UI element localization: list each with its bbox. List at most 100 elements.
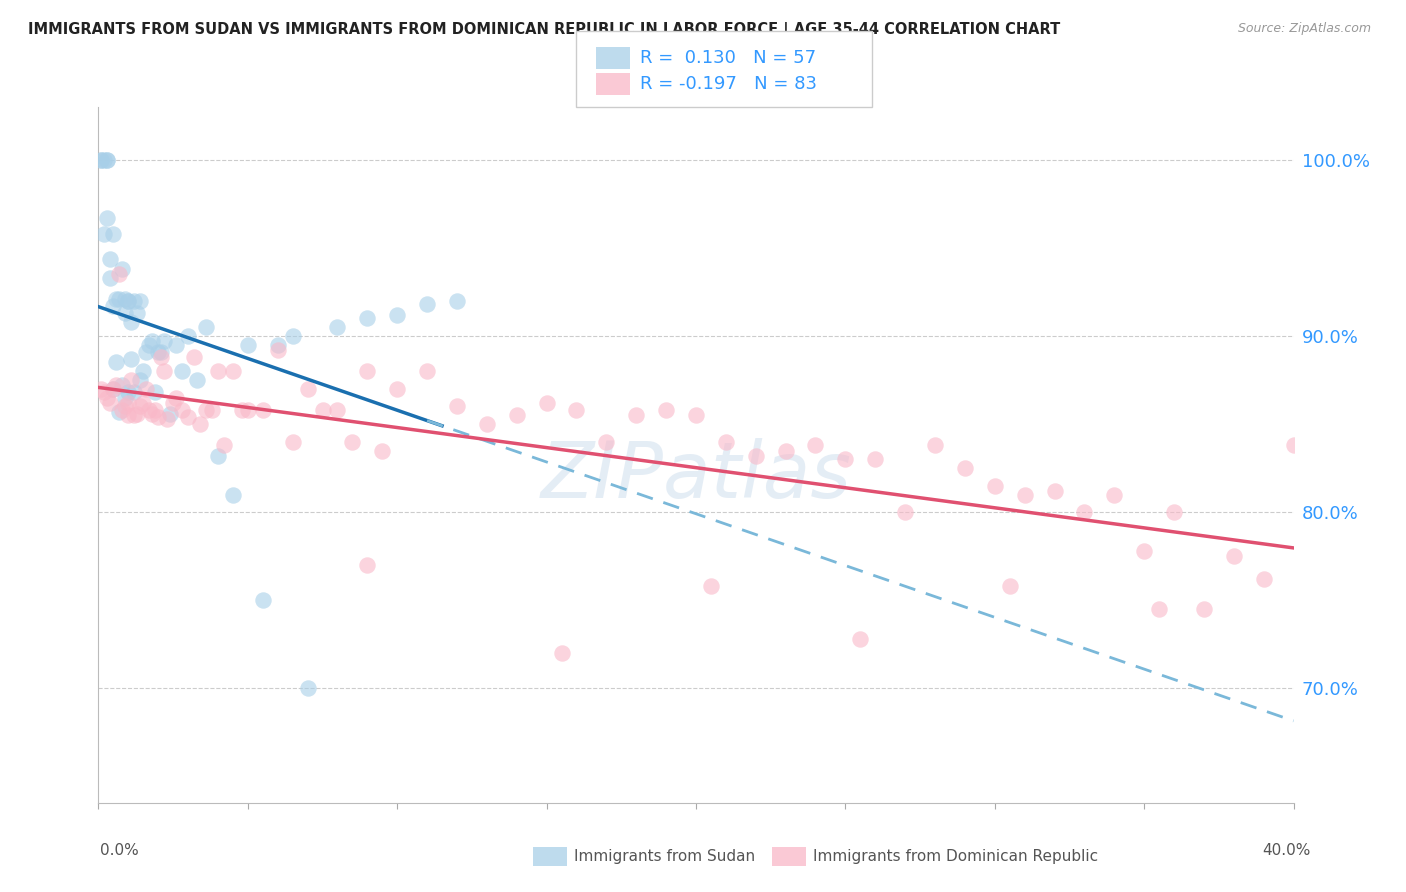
- Point: [1282, 438, 1305, 452]
- Point: [1147, 602, 1170, 616]
- Point: [120, 373, 142, 387]
- Point: [172, 364, 194, 378]
- Point: [117, 409, 139, 423]
- Point: [1014, 487, 1036, 501]
- Point: [186, 373, 208, 387]
- Point: [90, 153, 112, 167]
- Text: Source: ZipAtlas.com: Source: ZipAtlas.com: [1237, 22, 1371, 36]
- Point: [111, 262, 134, 277]
- Point: [96, 153, 118, 167]
- Point: [129, 373, 152, 387]
- Point: [148, 410, 170, 425]
- Point: [188, 417, 211, 431]
- Point: [117, 385, 139, 400]
- Point: [326, 320, 349, 334]
- Point: [165, 391, 187, 405]
- Point: [506, 409, 529, 423]
- Point: [132, 396, 155, 410]
- Point: [127, 306, 149, 320]
- Point: [626, 409, 648, 423]
- Point: [108, 292, 131, 306]
- Point: [416, 297, 439, 311]
- Point: [120, 351, 142, 366]
- Point: [129, 293, 152, 308]
- Point: [117, 293, 139, 308]
- Point: [124, 293, 146, 308]
- Text: R = -0.197   N = 83: R = -0.197 N = 83: [640, 75, 817, 93]
- Point: [865, 452, 887, 467]
- Point: [105, 355, 128, 369]
- Point: [195, 403, 218, 417]
- Point: [98, 252, 122, 266]
- Point: [655, 403, 678, 417]
- Point: [356, 558, 378, 572]
- Point: [177, 329, 200, 343]
- Point: [685, 409, 707, 423]
- Point: [143, 385, 166, 400]
- Point: [550, 646, 572, 660]
- Point: [114, 292, 136, 306]
- Point: [117, 293, 139, 308]
- Point: [252, 403, 274, 417]
- Point: [93, 153, 115, 167]
- Point: [143, 403, 166, 417]
- Point: [90, 153, 112, 167]
- Point: [93, 227, 115, 241]
- Point: [834, 452, 856, 467]
- Point: [114, 306, 136, 320]
- Point: [281, 329, 304, 343]
- Point: [1192, 602, 1215, 616]
- Point: [135, 344, 157, 359]
- Point: [156, 412, 179, 426]
- Point: [108, 405, 131, 419]
- Point: [1253, 572, 1275, 586]
- Point: [252, 593, 274, 607]
- Point: [111, 403, 134, 417]
- Point: [212, 438, 235, 452]
- Point: [141, 407, 163, 421]
- Text: IMMIGRANTS FROM SUDAN VS IMMIGRANTS FROM DOMINICAN REPUBLIC IN LABOR FORCE | AGE: IMMIGRANTS FROM SUDAN VS IMMIGRANTS FROM…: [28, 22, 1060, 38]
- Point: [267, 343, 290, 358]
- Point: [326, 403, 349, 417]
- Point: [371, 443, 394, 458]
- Point: [98, 396, 122, 410]
- Point: [236, 338, 259, 352]
- Point: [153, 334, 176, 349]
- Point: [1223, 549, 1246, 564]
- Point: [356, 311, 378, 326]
- Point: [1163, 505, 1185, 519]
- Point: [267, 338, 290, 352]
- Point: [231, 403, 253, 417]
- Point: [159, 407, 181, 421]
- Point: [105, 378, 128, 392]
- Point: [385, 382, 409, 396]
- Text: Immigrants from Dominican Republic: Immigrants from Dominican Republic: [813, 849, 1098, 863]
- Point: [108, 268, 131, 282]
- Point: [127, 407, 149, 421]
- Point: [311, 403, 333, 417]
- Point: [924, 438, 946, 452]
- Point: [96, 211, 118, 225]
- Point: [1104, 487, 1126, 501]
- Point: [93, 385, 115, 400]
- Point: [714, 434, 737, 449]
- Point: [446, 400, 468, 414]
- Point: [236, 403, 259, 417]
- Point: [103, 299, 125, 313]
- Point: [207, 449, 229, 463]
- Point: [201, 403, 224, 417]
- Point: [385, 308, 409, 322]
- Point: [1133, 544, 1156, 558]
- Point: [953, 461, 976, 475]
- Point: [117, 396, 139, 410]
- Text: R =  0.130   N = 57: R = 0.130 N = 57: [640, 49, 815, 67]
- Point: [195, 320, 218, 334]
- Point: [207, 364, 229, 378]
- Point: [150, 344, 173, 359]
- Point: [114, 391, 136, 405]
- Point: [120, 315, 142, 329]
- Point: [132, 364, 155, 378]
- Point: [111, 378, 134, 392]
- Point: [222, 487, 245, 501]
- Point: [700, 579, 723, 593]
